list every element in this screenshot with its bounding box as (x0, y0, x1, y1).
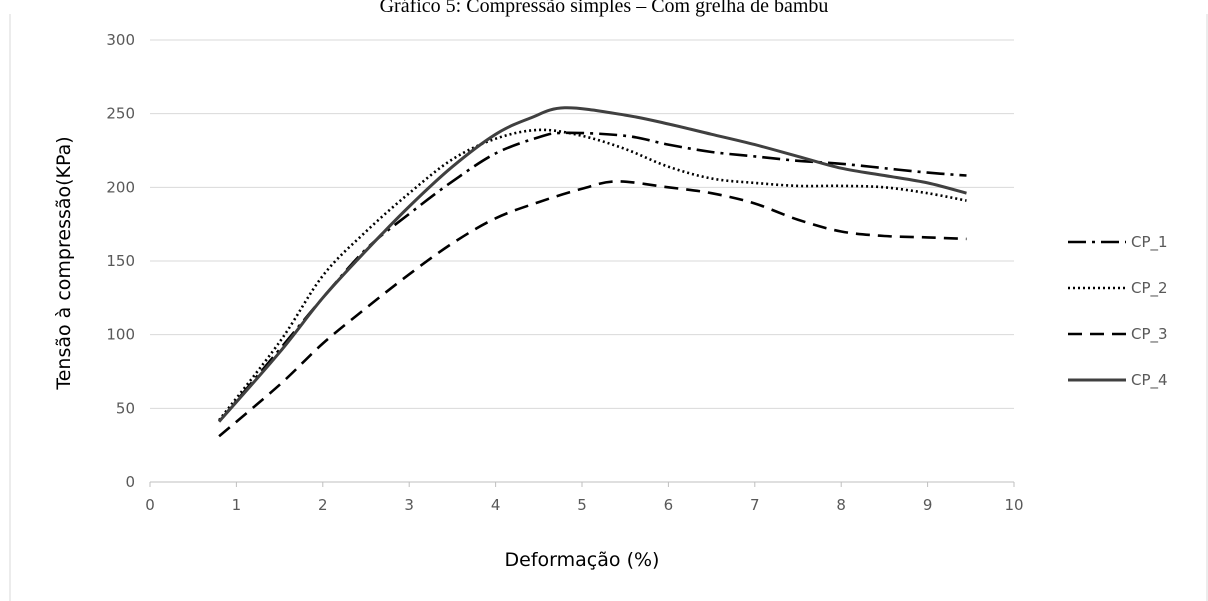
x-tick-label: 10 (1004, 496, 1023, 514)
series-line-cp-4 (217, 106, 967, 423)
x-tick-label: 0 (145, 496, 155, 514)
y-tick-label: 100 (106, 326, 135, 344)
series-line-cp-3 (218, 180, 967, 438)
x-tick-label: 7 (750, 496, 760, 514)
y-tick-label: 200 (106, 178, 135, 196)
axes: 0 50 100 150 200 250 300 0 1 2 3 4 5 6 7 8 9 10 (106, 31, 1023, 514)
y-tick-label: 300 (106, 31, 135, 49)
legend: CP_1 CP_2 CP_3 CP_4 (1068, 233, 1168, 390)
x-tick-label: 3 (404, 496, 414, 514)
y-tick-label: 250 (106, 105, 135, 123)
legend-label: CP_4 (1131, 371, 1168, 390)
x-tick-label: 8 (836, 496, 846, 514)
x-tick-label: 4 (491, 496, 501, 514)
x-tick-label: 2 (318, 496, 328, 514)
y-axis-label: Tensão à compressão(KPa) (53, 136, 75, 390)
x-tick-label: 6 (664, 496, 674, 514)
y-tick-label: 50 (116, 399, 135, 417)
y-tick-label: 150 (106, 252, 135, 270)
y-tick-label: 0 (125, 473, 135, 491)
legend-label: CP_3 (1131, 325, 1168, 344)
legend-label: CP_1 (1131, 233, 1168, 252)
chart-title: Gráfico 5: Compressão simples – Com grel… (380, 0, 829, 17)
series-line-cp-1 (218, 131, 967, 423)
legend-label: CP_2 (1131, 279, 1168, 298)
x-axis-label: Deformação (%) (505, 549, 660, 571)
x-tick-label: 5 (577, 496, 587, 514)
x-tick-label: 1 (232, 496, 242, 514)
series-line-cp-2 (218, 128, 967, 421)
series-lines (217, 106, 967, 438)
x-tick-label: 9 (923, 496, 933, 514)
